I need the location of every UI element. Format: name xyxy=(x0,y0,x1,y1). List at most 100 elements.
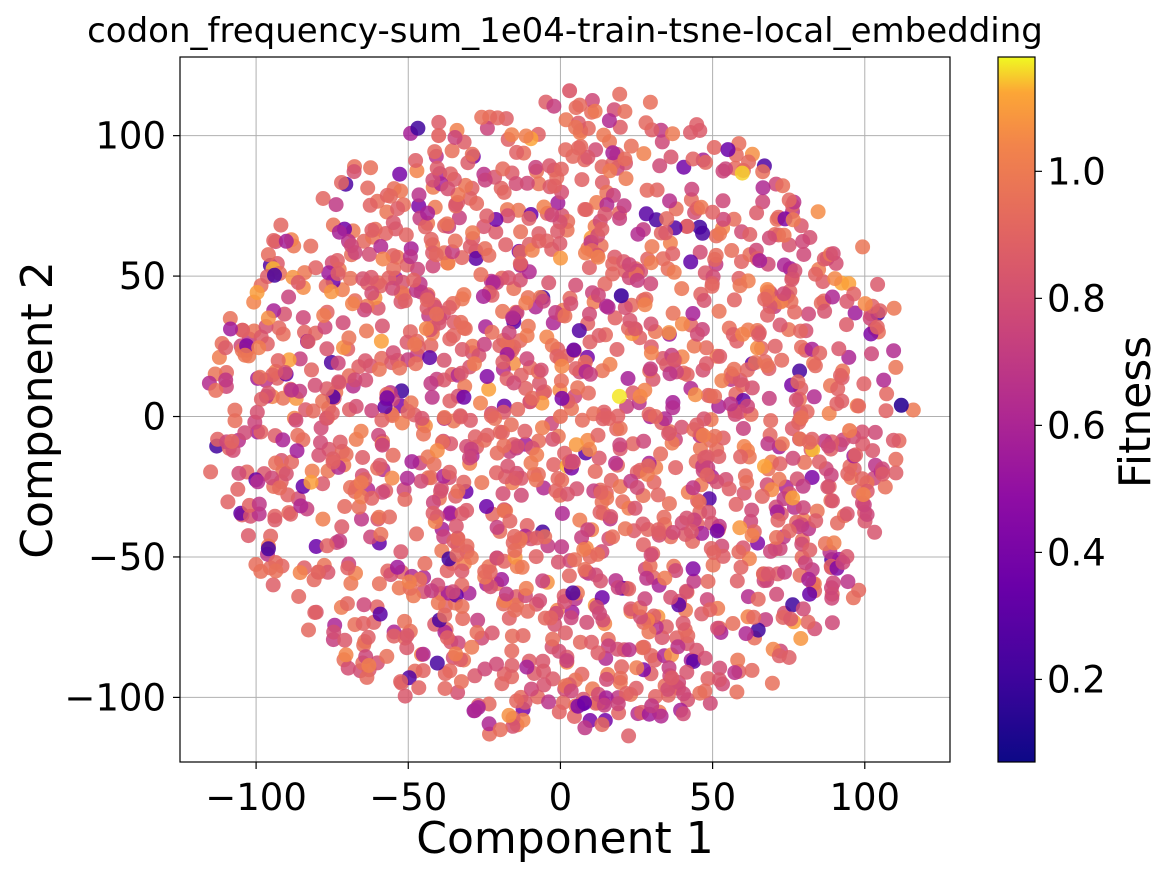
scatter-point xyxy=(379,648,395,664)
scatter-point xyxy=(249,404,265,420)
scatter-point xyxy=(584,634,599,650)
scatter-point xyxy=(494,572,510,587)
scatter-point xyxy=(727,665,743,681)
scatter-point xyxy=(741,154,756,170)
scatter-point xyxy=(353,423,369,439)
scatter-point xyxy=(705,204,721,220)
scatter-point xyxy=(500,208,516,224)
scatter-point xyxy=(393,674,409,690)
scatter-point xyxy=(840,466,856,482)
scatter-point xyxy=(519,175,535,191)
scatter-point xyxy=(507,543,523,558)
scatter-point xyxy=(550,223,566,239)
scatter-point xyxy=(260,541,276,557)
scatter-point xyxy=(729,684,745,700)
scatter-point xyxy=(602,163,618,179)
y-axis-label: Component 2 xyxy=(12,261,63,558)
scatter-point xyxy=(824,493,840,509)
scatter-point xyxy=(793,410,809,426)
scatter-point xyxy=(734,165,750,181)
scatter-point xyxy=(425,495,441,510)
scatter-point xyxy=(437,681,453,696)
scatter-point xyxy=(529,447,545,463)
scatter-point xyxy=(808,266,823,282)
scatter-point xyxy=(833,368,848,383)
scatter-point xyxy=(520,603,536,619)
scatter-point xyxy=(638,115,654,131)
scatter-point xyxy=(699,449,715,465)
scatter-point xyxy=(407,336,423,352)
scatter-point xyxy=(668,460,684,476)
scatter-point xyxy=(546,457,562,473)
scatter-point xyxy=(621,642,637,658)
scatter-point xyxy=(518,128,534,144)
scatter-point xyxy=(332,434,348,450)
scatter-point xyxy=(508,176,524,192)
scatter-point xyxy=(550,471,566,486)
scatter-point xyxy=(612,670,628,686)
scatter-point xyxy=(699,356,714,372)
scatter-point xyxy=(355,616,371,631)
scatter-point xyxy=(251,340,267,356)
scatter-point xyxy=(334,519,350,535)
scatter-point xyxy=(292,351,308,367)
scatter-point xyxy=(755,194,771,210)
scatter-point xyxy=(744,662,760,678)
scatter-point xyxy=(684,181,700,197)
scatter-point xyxy=(467,429,483,445)
scatter-point xyxy=(332,533,348,549)
scatter-point xyxy=(826,535,842,551)
scatter-point xyxy=(568,277,584,293)
scatter-point xyxy=(801,434,817,450)
scatter-point xyxy=(731,544,747,560)
scatter-point xyxy=(658,225,674,241)
scatter-point xyxy=(643,276,659,292)
scatter-point xyxy=(218,372,234,388)
scatter-point xyxy=(847,305,863,321)
scatter-point xyxy=(464,146,480,162)
scatter-point xyxy=(851,398,867,414)
scatter-point xyxy=(787,304,803,320)
scatter-point xyxy=(643,361,658,377)
scatter-point xyxy=(856,376,872,392)
scatter-point xyxy=(494,676,510,692)
scatter-point xyxy=(416,426,431,442)
scatter-point xyxy=(442,505,458,521)
colorbar-tick-label: 0.6 xyxy=(1047,404,1106,447)
scatter-point xyxy=(353,475,369,491)
scatter-point xyxy=(653,708,669,724)
scatter-point xyxy=(726,211,742,227)
scatter-point xyxy=(330,355,346,371)
scatter-point xyxy=(761,390,777,406)
scatter-point xyxy=(397,688,413,704)
scatter-point xyxy=(442,331,458,347)
scatter-point xyxy=(744,502,760,518)
colorbar-tick-label: 0.4 xyxy=(1047,531,1106,574)
scatter-point xyxy=(364,490,380,506)
scatter-point xyxy=(373,239,389,254)
scatter-point xyxy=(498,586,514,602)
scatter-point xyxy=(550,554,566,570)
scatter-point xyxy=(660,681,676,697)
scatter-point xyxy=(267,512,283,528)
scatter-point xyxy=(823,467,839,483)
scatter-point xyxy=(431,114,447,130)
scatter-point xyxy=(237,425,253,441)
scatter-point xyxy=(502,513,518,529)
scatter-point xyxy=(732,278,748,294)
scatter-point xyxy=(489,519,505,535)
scatter-point xyxy=(307,605,323,620)
scatter-point xyxy=(305,403,321,419)
scatter-point xyxy=(515,628,531,644)
scatter-point xyxy=(337,499,353,514)
scatter-point xyxy=(739,362,755,378)
scatter-point xyxy=(801,571,817,587)
scatter-point xyxy=(760,436,776,452)
scatter-point xyxy=(462,412,478,428)
scatter-point xyxy=(455,611,471,627)
scatter-point xyxy=(661,496,677,512)
scatter-point xyxy=(618,171,634,187)
scatter-point xyxy=(456,474,472,490)
scatter-point xyxy=(358,372,374,388)
